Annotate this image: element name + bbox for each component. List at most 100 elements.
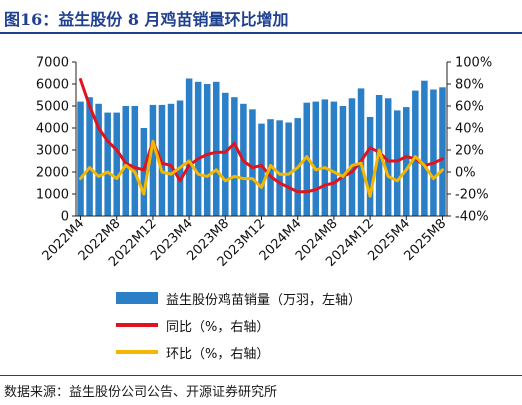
bar [104,112,111,216]
yoy-point [305,190,308,193]
yoy-point [396,159,399,163]
mom-point [79,177,82,180]
mom-point [305,155,308,158]
bar [421,80,428,216]
mom-point [224,179,227,182]
line-series [79,78,444,198]
mom-point [314,168,317,171]
mom-point [151,140,155,143]
yoy-point [350,170,354,174]
mom-point [187,159,191,163]
bar [393,110,401,216]
bar [384,98,392,216]
bar-series [77,78,446,216]
mom-point [368,195,372,198]
mom-point [251,177,254,180]
mom-point [269,164,272,167]
yoy-point [106,140,109,143]
yoy-point [79,78,82,81]
bar [258,123,265,216]
right-tick-label: -20% [455,188,489,203]
mom-point [233,175,236,178]
mom-point [332,170,336,174]
legend-label-mom: 环比（%，右轴） [166,346,270,362]
bar [231,97,238,216]
legend-swatch-mom [116,350,158,354]
yoy-point [178,179,182,182]
yoy-point [215,151,218,154]
yoy-point [206,153,209,156]
mom-point [242,177,245,180]
source-note: 数据来源：益生股份公司公告、开源证券研究所 [4,385,278,400]
yoy-point [142,168,146,171]
bar [77,101,84,216]
mom-point [178,166,182,169]
bar [366,117,374,216]
bar [131,106,139,216]
mom-point [377,148,381,152]
footer-divider [0,375,522,376]
bar [412,90,419,216]
mom-point [359,162,363,165]
yoy-point [196,157,200,160]
bar [357,88,365,216]
right-tick-label: 40% [455,122,484,137]
bar [312,101,320,216]
yoy-point [432,162,435,165]
mom-point [206,175,209,178]
yoy-point [296,190,299,193]
yoy-point [242,159,245,163]
mom-point [386,175,390,178]
bar [439,87,446,216]
yoy-point [314,188,317,191]
bar [330,101,338,216]
left-tick-label: 6000 [36,78,69,93]
bar [149,104,157,216]
yoy-point [323,184,327,187]
bar [176,100,184,216]
mom-point [405,168,408,171]
bar [140,128,148,216]
yoy-point [88,104,91,108]
yoy-point [97,126,100,130]
left-tick-label: 3000 [36,144,69,159]
legend-item-yoy: 同比（%，右轴） [116,314,269,336]
yoy-point [260,164,263,167]
yoy-point [133,166,137,169]
bar [213,81,220,216]
bar [403,107,410,216]
bar [194,81,202,216]
title-divider [0,32,522,34]
mom-point [133,170,137,174]
bar [113,112,120,216]
legend-swatch-bar [116,292,158,304]
mom-point [287,173,290,176]
mom-point [278,173,281,176]
yoy-point [160,162,164,165]
mom-point [350,164,354,167]
legend-label-yoy: 同比（%，右轴） [166,319,270,335]
axes [72,61,451,220]
left-tick-label: 7000 [36,56,69,71]
bar [303,102,311,216]
left-tick-label: 4000 [36,122,69,137]
mom-point [215,168,218,171]
mom-point [260,186,263,189]
mom-point [115,177,118,180]
mom-point [124,164,127,167]
mom-point [423,164,426,167]
bar [348,98,356,216]
bar [285,122,292,216]
mom-point [296,166,299,169]
yoy-point [269,175,272,178]
mom-point [323,166,327,169]
legend-label-bar: 益生股份鸡苗销量（万羽，左轴） [166,292,362,308]
sales-chart: 0 1000 2000 3000 4000 5000 6000 7000 -40% -20% 0% 2… [36,56,492,270]
bar [185,78,193,216]
bar [222,92,229,216]
bar [86,97,93,216]
mom-point [106,170,109,174]
mom-point [441,168,444,171]
mom-point [432,177,435,180]
bar [339,106,347,216]
